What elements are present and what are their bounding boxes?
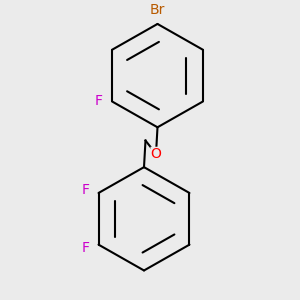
Text: Br: Br	[150, 3, 165, 16]
Text: F: F	[82, 241, 89, 255]
Text: O: O	[151, 147, 161, 161]
Text: F: F	[95, 94, 103, 109]
Text: F: F	[82, 183, 89, 197]
